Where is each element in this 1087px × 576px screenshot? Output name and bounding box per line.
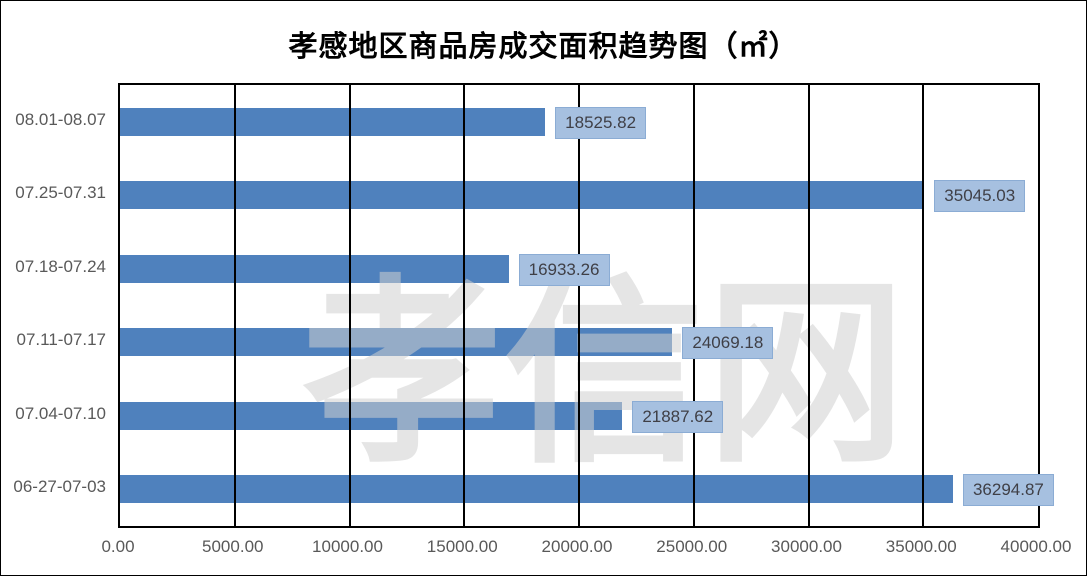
- vertical-gridline: [922, 85, 925, 526]
- x-tick-label: 40000.00: [1000, 537, 1072, 556]
- bar-08.01-08.07: [120, 107, 546, 136]
- category-label: 07.04-07.10: [15, 403, 106, 423]
- bar-07.25-07.31: [120, 181, 925, 210]
- chart-title: 孝感地区商品房成交面积趋势图（㎡）: [288, 31, 799, 63]
- bar-06-27-07-03: [120, 475, 953, 504]
- x-tick-label: 25000.00: [656, 537, 728, 556]
- vertical-gridline: [692, 85, 695, 526]
- bar-07.11-07.17: [120, 328, 673, 357]
- x-tick-label: 20000.00: [541, 537, 613, 556]
- vertical-gridline: [807, 85, 810, 526]
- x-tick-label: 30000.00: [771, 537, 842, 556]
- category-label: 07.25-07.31: [15, 183, 106, 203]
- watermark: 孝信网: [301, 263, 908, 486]
- category-label: 08.01-08.07: [15, 109, 106, 129]
- value-label: 24069.18: [682, 327, 774, 360]
- bar-07.04-07.10: [120, 401, 623, 430]
- x-tick-label: 15000.00: [426, 537, 498, 556]
- y-axis-category-labels: 08.01-08.07 07.25-07.31 07.18-07.24 07.11-0…: [1, 83, 106, 524]
- category-label: 07.18-07.24: [15, 256, 106, 276]
- category-label: 06-27-07-03: [13, 477, 106, 497]
- value-label: 36294.87: [962, 474, 1054, 507]
- x-tick-label: 35000.00: [885, 537, 957, 556]
- value-label: 35045.03: [934, 180, 1026, 213]
- vertical-gridline: [348, 85, 351, 526]
- category-label: 07.11-07.17: [16, 330, 106, 350]
- bar-07.18-07.24: [120, 254, 509, 283]
- vertical-gridline: [463, 85, 466, 526]
- vertical-gridline: [233, 85, 236, 526]
- value-label: 16933.26: [518, 253, 610, 286]
- x-tick-label: 10000.00: [312, 537, 383, 556]
- value-label: 21887.62: [632, 400, 724, 433]
- x-tick-label: 0.00: [101, 537, 135, 556]
- vertical-gridline: [578, 85, 580, 526]
- x-axis-tick-labels: 0.00 5000.00 10000.00 15000.00 20000.00 25000…: [101, 537, 1071, 561]
- plot-area: 孝信网 18525.82 35045.03 16933.26 24069.18 2188…: [118, 83, 1054, 528]
- x-tick-label: 5000.00: [202, 537, 264, 556]
- value-label: 18525.82: [555, 106, 647, 139]
